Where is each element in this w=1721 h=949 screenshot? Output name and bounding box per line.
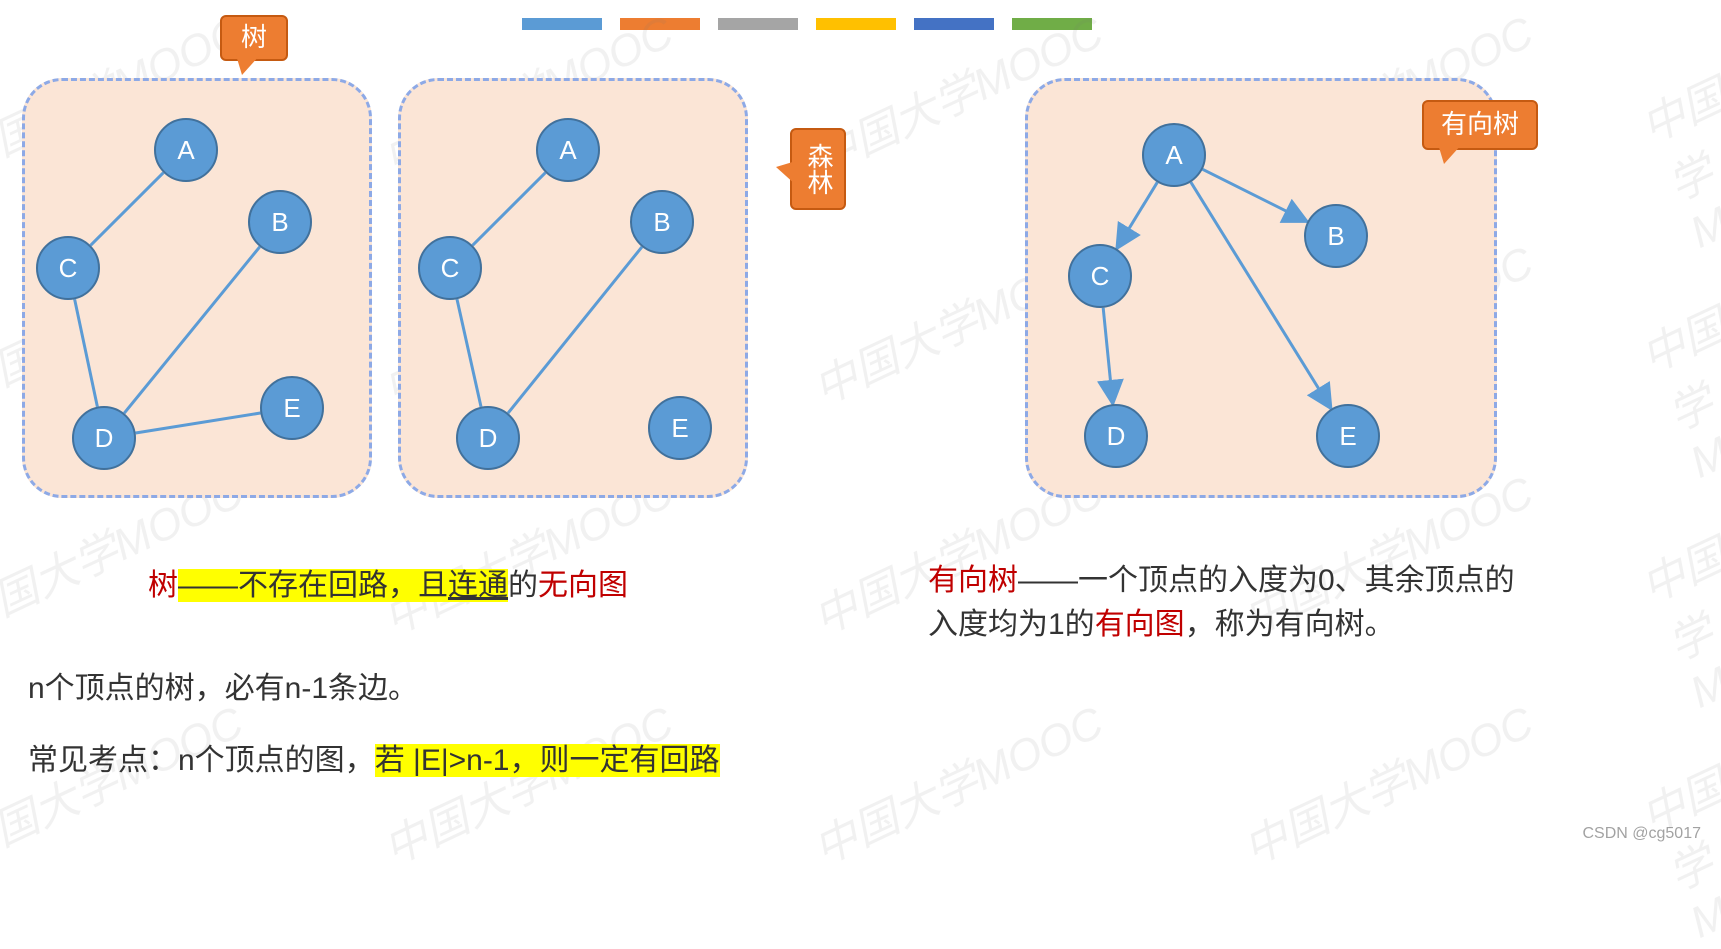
attribution: CSDN @cg5017	[1582, 825, 1701, 843]
graph-edge	[124, 247, 260, 413]
callout-tree: 树	[220, 15, 288, 61]
graph-edge	[508, 247, 642, 413]
graph-node-tree-E: E	[260, 376, 324, 440]
graph-node-dtree-D: D	[1084, 404, 1148, 468]
graph-edge	[136, 413, 261, 433]
graph-node-dtree-E: E	[1316, 404, 1380, 468]
fact-n-1-edges: n个顶点的树，必有n-1条边。	[28, 668, 418, 710]
callout-forest: 森林	[790, 128, 846, 210]
graph-edge	[91, 173, 164, 246]
graph-node-forest-D: D	[456, 406, 520, 470]
callout-dtree: 有向树	[1422, 100, 1538, 150]
graph-node-tree-B: B	[248, 190, 312, 254]
graph-node-forest-C: C	[418, 236, 482, 300]
graph-node-dtree-A: A	[1142, 123, 1206, 187]
graph-edge	[1103, 308, 1113, 404]
graph-node-tree-C: C	[36, 236, 100, 300]
graph-node-forest-E: E	[648, 396, 712, 460]
graph-node-tree-A: A	[154, 118, 218, 182]
graph-edge	[1203, 169, 1308, 221]
exam-point: 常见考点：n个顶点的图，若 |E|>n-1，则一定有回路	[28, 740, 720, 782]
callout-forest-label: 森林	[803, 143, 833, 195]
graph-node-forest-A: A	[536, 118, 600, 182]
graph-node-tree-D: D	[72, 406, 136, 470]
callout-dtree-label: 有向树	[1441, 110, 1519, 140]
definition-tree: 树——不存在回路，且连通的无向图	[148, 565, 628, 607]
definition-dtree-2: 入度均为1的有向图，称为有向树。	[928, 604, 1395, 646]
graph-node-forest-B: B	[630, 190, 694, 254]
graph-edge	[75, 299, 98, 406]
callout-tree-label: 树	[241, 23, 267, 53]
graph-node-dtree-C: C	[1068, 244, 1132, 308]
graph-edge	[457, 299, 481, 407]
graph-edge	[473, 173, 546, 246]
definition-dtree-1: 有向树——一个顶点的入度为0、其余顶点的	[928, 560, 1515, 602]
graph-edge	[1117, 182, 1158, 248]
graph-node-dtree-B: B	[1304, 204, 1368, 268]
